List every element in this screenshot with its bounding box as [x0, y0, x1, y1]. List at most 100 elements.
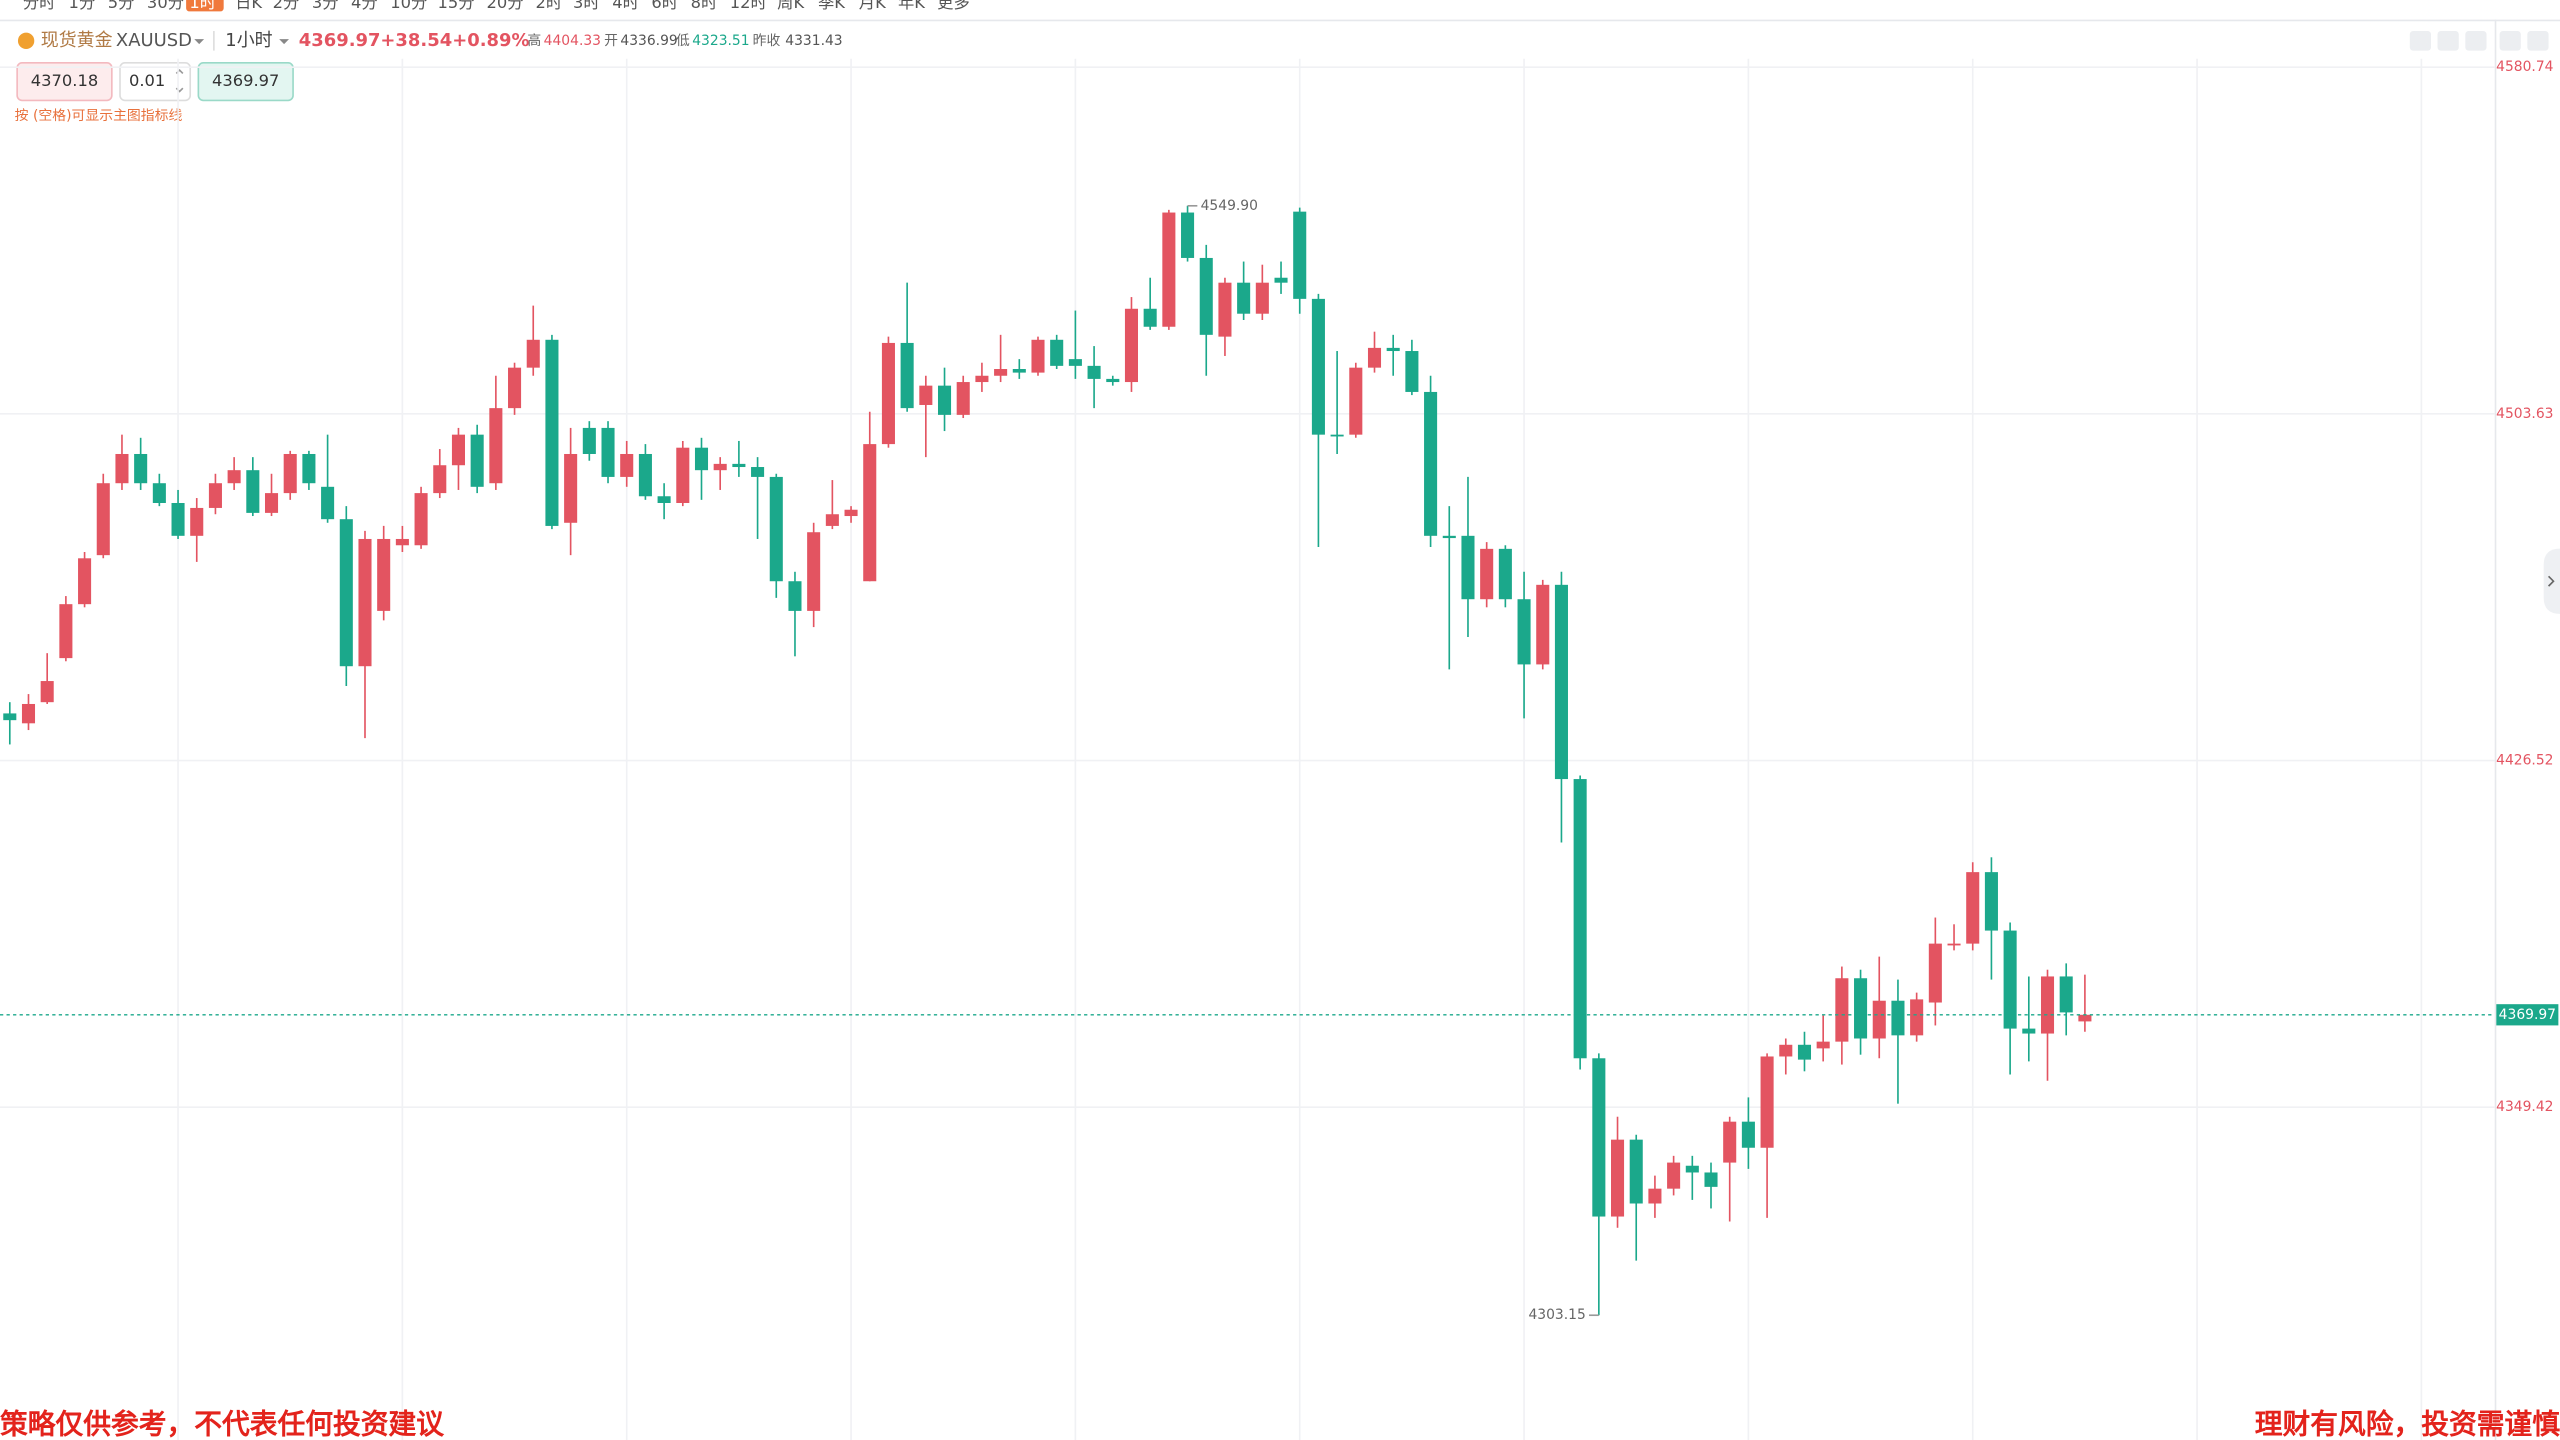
period-tab[interactable]: 6时: [651, 0, 678, 12]
period-tab[interactable]: 日K: [235, 0, 263, 12]
period-tab[interactable]: 更多: [937, 0, 970, 12]
candle-body: [264, 493, 279, 513]
min-label: 4303.15: [1528, 1307, 1585, 1323]
price-change: +38.54: [380, 30, 452, 51]
period-tab[interactable]: 4分: [351, 0, 378, 12]
tool-buttons: [2409, 31, 2549, 51]
candle-body: [1910, 999, 1924, 1036]
candle-body: [825, 514, 839, 526]
stat-label: 高: [527, 32, 541, 49]
tool-button[interactable]: [2465, 31, 2487, 51]
stat-label: 低: [676, 33, 690, 49]
candle-body: [1181, 212, 1195, 258]
period-tab[interactable]: 5分: [108, 0, 135, 12]
stat-value: 4323.51: [692, 33, 749, 49]
candle-body: [1536, 584, 1550, 665]
candle-body: [1797, 1044, 1812, 1060]
instrument-symbol[interactable]: XAUUSD: [116, 30, 192, 51]
period-tab[interactable]: 月K: [859, 0, 887, 12]
candle-body: [78, 558, 92, 605]
candle-body: [2040, 976, 2055, 1034]
candle-body: [638, 453, 652, 497]
candle-body: [1611, 1139, 1625, 1217]
candle-body: [1835, 978, 1849, 1042]
price-change-pct: +0.89%: [452, 30, 529, 51]
candle-body: [1984, 872, 1998, 931]
period-tab[interactable]: 1时: [189, 0, 216, 12]
period-tab[interactable]: 4时: [612, 0, 639, 12]
candle-body: [1629, 1139, 1643, 1204]
sell-box[interactable]: [16, 62, 113, 102]
candle-body: [59, 604, 73, 659]
chevron: [2547, 575, 2555, 587]
stats: 高 4404.33 开 4336.99低 4323.51 昨收 4331.43: [527, 32, 842, 49]
period-tab[interactable]: 30分: [147, 0, 184, 12]
candle-body: [1012, 369, 1026, 373]
candle-body: [564, 453, 578, 523]
tool-button[interactable]: [2437, 31, 2459, 51]
candle-body: [302, 453, 316, 484]
period-tab[interactable]: 年K: [898, 0, 926, 12]
side-panel-toggle[interactable]: [2543, 548, 2560, 614]
period-tab[interactable]: 8时: [691, 0, 718, 12]
candle-body: [489, 408, 503, 484]
period-tab[interactable]: 10分: [390, 0, 427, 12]
y-tick-label: 4503.63: [2496, 406, 2553, 422]
candle-body: [1293, 211, 1307, 299]
sell-price: 4370.18: [31, 71, 98, 90]
period-tab[interactable]: 2时: [536, 0, 563, 12]
candle-body: [358, 538, 372, 667]
stat-value: 4404.33: [544, 33, 601, 49]
period-tab[interactable]: 12时: [730, 0, 767, 12]
favorite-icon[interactable]: [17, 32, 35, 49]
candle-body: [1461, 535, 1475, 600]
period-tab[interactable]: 分时: [23, 0, 56, 12]
period-tab[interactable]: 3时: [573, 0, 600, 12]
candle-body: [1087, 365, 1101, 379]
candle-body: [1704, 1172, 1718, 1187]
last-price-tag: [2496, 1004, 2559, 1026]
period-tab[interactable]: 季K: [818, 0, 846, 12]
stat-label: 开: [604, 33, 618, 49]
period-tab[interactable]: 15分: [438, 0, 475, 12]
candle-body: [1143, 308, 1157, 327]
candle-body: [732, 463, 746, 468]
candle-body: [1779, 1044, 1793, 1057]
candle-body: [1405, 351, 1419, 392]
candle-body: [2059, 976, 2073, 1013]
candle-body: [1480, 548, 1494, 600]
candle-body: [2022, 1028, 2036, 1034]
candle-body: [601, 427, 615, 477]
period-tab[interactable]: 2分: [273, 0, 300, 12]
tool-button[interactable]: [2409, 31, 2432, 51]
period-tab[interactable]: 周K: [777, 0, 805, 12]
candle-body: [227, 470, 241, 484]
y-tick-label: 4349.42: [2496, 1099, 2553, 1115]
candle-body: [395, 538, 409, 546]
buy-box[interactable]: [197, 62, 294, 102]
lots-input[interactable]: [119, 62, 192, 102]
candle-body: [246, 470, 260, 513]
stat-value: 4336.99: [620, 33, 677, 49]
tool-button[interactable]: [2499, 31, 2521, 51]
candle-body: [526, 339, 540, 368]
candle-body: [994, 369, 1008, 376]
period-selector[interactable]: 1小时: [225, 30, 272, 51]
candle-body: [881, 342, 895, 445]
candle-body: [339, 519, 353, 667]
period-tab[interactable]: 3分: [312, 0, 339, 12]
period-tab[interactable]: 1分: [69, 0, 96, 12]
period-tab[interactable]: 20分: [487, 0, 524, 12]
close-button[interactable]: [2527, 31, 2549, 51]
last-price: 4369.97: [299, 30, 381, 51]
candle-body: [844, 509, 858, 517]
candle-body: [788, 581, 802, 611]
buy-price: 4369.97: [212, 71, 279, 90]
stat-label: 昨收: [753, 33, 781, 49]
hint: 按 (空格)可显示主图指标线: [15, 108, 183, 124]
candle-body: [171, 502, 185, 536]
candle-body: [1199, 257, 1213, 335]
dropdown-arrow: [194, 39, 205, 45]
